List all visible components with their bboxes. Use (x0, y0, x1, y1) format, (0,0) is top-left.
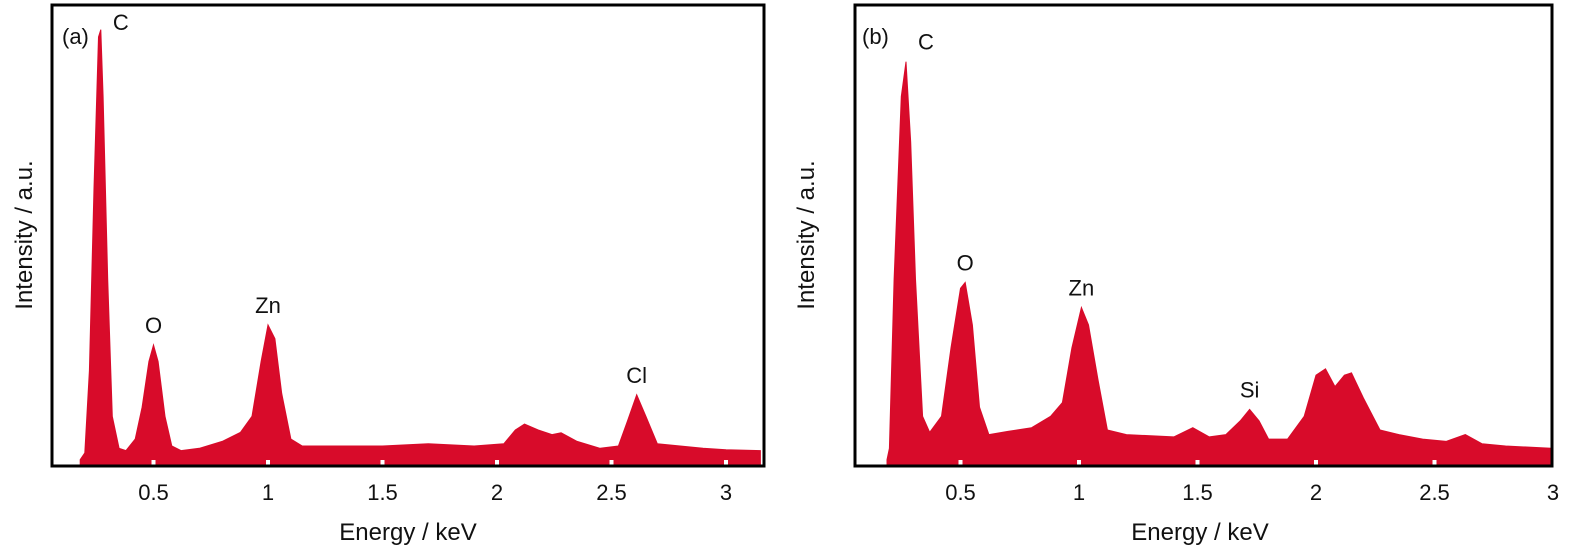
x-tick-label-a: 2 (491, 480, 503, 505)
x-axis-label-a: Energy / keV (339, 519, 476, 546)
peak-label-zn-a: Zn (255, 293, 281, 318)
plot-frame-a (50, 3, 766, 468)
y-axis-label-a: Intensity / a.u. (11, 160, 38, 309)
peak-label-o-b: O (957, 250, 974, 275)
y-axis-label-b: Intensity / a.u. (793, 160, 820, 309)
panel-label-b: (b) (862, 24, 889, 49)
x-tick-label-b: 1.5 (1182, 480, 1213, 505)
x-tick-label-a: 2.5 (596, 480, 627, 505)
x-axis-label-b: Energy / keV (1131, 519, 1268, 546)
peak-label-c-b: C (918, 30, 934, 55)
panel-label-a: (a) (62, 24, 89, 49)
peak-label-cl-a: Cl (626, 363, 647, 388)
panel-a: (a) Intensity / a.u. Energy / keV 0.5 1 1.… (11, 3, 766, 546)
x-tick-label-b: 1 (1073, 480, 1085, 505)
x-tick-label-b: 0.5 (945, 480, 976, 505)
x-tick-label-a: 0.5 (138, 480, 169, 505)
panel-b: (b) Intensity / a.u. Energy / keV 0.5 1 1.… (793, 3, 1559, 546)
peak-label-si-b: Si (1240, 377, 1260, 402)
spectrum-area-b (886, 61, 1554, 465)
x-tick-label-b: 2 (1310, 480, 1322, 505)
plot-frame-b (853, 3, 1554, 468)
x-tick-label-b: 2.5 (1419, 480, 1450, 505)
x-tick-label-a: 3 (720, 480, 732, 505)
peak-label-zn-b: Zn (1069, 276, 1095, 301)
x-tick-label-a: 1.5 (367, 480, 398, 505)
peak-label-o-a: O (145, 313, 162, 338)
x-tick-label-b: 3 (1547, 480, 1559, 505)
x-tick-label-a: 1 (262, 480, 274, 505)
peak-label-c-a: C (113, 10, 129, 35)
spectrum-area-a (79, 29, 761, 465)
